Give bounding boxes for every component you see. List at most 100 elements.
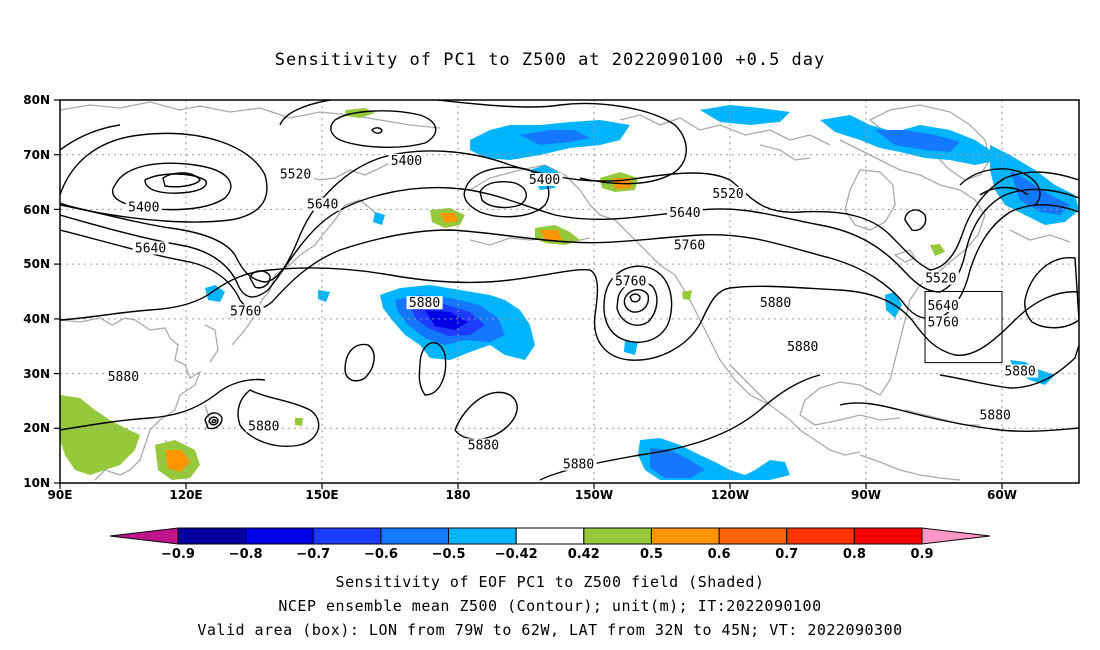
contour-label-bg [1002,364,1039,378]
lon-label: 150W [575,488,613,502]
contour-label: 5640 [307,198,338,213]
contour-label: 5880 [108,370,139,385]
contour-label-bg [105,370,142,384]
shade-negative-region [425,310,468,330]
contour-label-bg [304,197,341,211]
lat-label: 20N [23,421,50,435]
shade-positive-region [930,244,945,256]
caption-line-2: NCEP ensemble mean Z500 (Contour); unit(… [278,597,822,615]
lat-label: 60N [23,203,50,217]
lon-label: 90W [851,488,881,502]
lat-label: 50N [23,257,50,271]
contour-label: 5880 [1095,304,1100,319]
colorbar-swatch [380,527,450,545]
shade-negative-region [520,130,590,145]
contour-label: 5880 [1004,365,1035,380]
colorbar-label: 0.5 [640,547,663,562]
colorbar-swatch [853,527,923,545]
colorbar-swatch [177,527,247,545]
caption-line-1: Sensitivity of EOF PC1 to Z500 field (Sh… [335,573,765,591]
contour-label-bg [245,419,282,433]
contour-label: 5640 [927,299,958,314]
contour-label: 5640 [135,241,166,256]
colorbar-label: 0.42 [568,547,600,562]
lat-label: 80N [23,93,50,107]
contour-label-bg [977,408,1014,422]
colorbar-high-end [921,527,991,545]
lon-label: 180 [445,488,470,502]
contour-label: 5760 [674,239,705,254]
contour-label-bg [757,296,794,310]
contour-label: 5520 [280,168,311,183]
lat-label: 30N [23,367,50,381]
colorbar-label: −0.6 [364,547,398,562]
contour-label: 5400 [529,173,560,188]
contour-label-bg [560,457,597,471]
lat-label: 10N [23,476,50,490]
colorbar-swatch [312,527,382,545]
shade-negative-region [318,290,330,302]
map-background [60,100,1079,483]
contour-label: 5760 [230,304,261,319]
contour-label: 5400 [128,200,159,215]
contour-label-bg [925,315,962,329]
colorbar-label: −0.5 [432,547,466,562]
colorbar-label: −0.9 [161,547,195,562]
shade-positive-region [440,213,458,223]
contour-label: 5520 [712,187,743,202]
lat-label: 70N [23,148,50,162]
colorbar-swatch [515,527,585,545]
shade-positive-region [60,395,140,475]
shade-positive-region [682,290,692,300]
contour-label-bg [132,241,169,255]
contour-label-bg [612,274,649,288]
shade-positive-region [540,230,562,241]
colorbar-label: 0.7 [775,547,798,562]
contour-label-bg [526,173,563,187]
contour-label-bg [666,205,703,219]
colorbar-label: −0.8 [229,547,263,562]
shade-positive-region [295,418,303,426]
contour-labels: 5400 5400 5400 5520 5520 5520 5640 5640 5640 5640… [105,153,1100,473]
contour-label-bg [277,167,314,181]
contour-label: 5880 [248,419,279,434]
contour-label-bg [1093,304,1100,317]
shade-negative-region [373,212,385,225]
contour-label-bg [125,200,162,214]
colorbar-swatch [786,527,855,545]
contour-label: 5880 [563,458,594,473]
colorbar-swatch [718,527,788,545]
contour-label-bg [710,186,747,200]
contour-label: 5880 [787,340,818,355]
lat-axis-labels: 80N 70N 60N 50N 40N 30N 20N 10N [23,93,50,490]
colorbar-low-end [109,527,179,545]
colorbar-swatch [245,527,314,545]
plot-title: Sensitivity of PC1 to Z500 at 2022090100… [274,50,826,70]
colorbar-swatch [650,527,720,545]
contour-label-bg [925,298,962,312]
contour-label-bg [671,238,708,252]
colorbar-labels: −0.9 −0.8 −0.7 −0.6 −0.5 −0.42 0.42 0.5 0.6 0.7 0.… [161,547,933,562]
lon-label: 120W [711,488,749,502]
lat-label: 40N [23,312,50,326]
lon-label: 150E [305,488,338,502]
contour-label-bg [922,271,959,285]
colorbar-label: −0.42 [495,547,538,562]
colorbar [109,527,991,545]
lon-axis-labels: 90E 120E 150E 180 150W 120W 90W 60W [48,488,1017,502]
shade-negative-region [700,105,790,125]
valid-area-box [924,291,1003,364]
contour-label: 5520 [925,272,956,287]
contour-label-bg [227,304,264,318]
colorbar-label: −0.7 [296,547,330,562]
contour-label: 5760 [927,315,958,330]
contour-label: 5880 [468,438,499,453]
ticks [54,99,1003,489]
contour-label: 5640 [669,206,700,221]
contour-label: 5760 [615,274,646,289]
shade-negative-region [875,130,960,152]
shade-positive-region [345,108,375,118]
contour-label: 5880 [409,296,440,311]
contour-label-bg [388,153,425,167]
